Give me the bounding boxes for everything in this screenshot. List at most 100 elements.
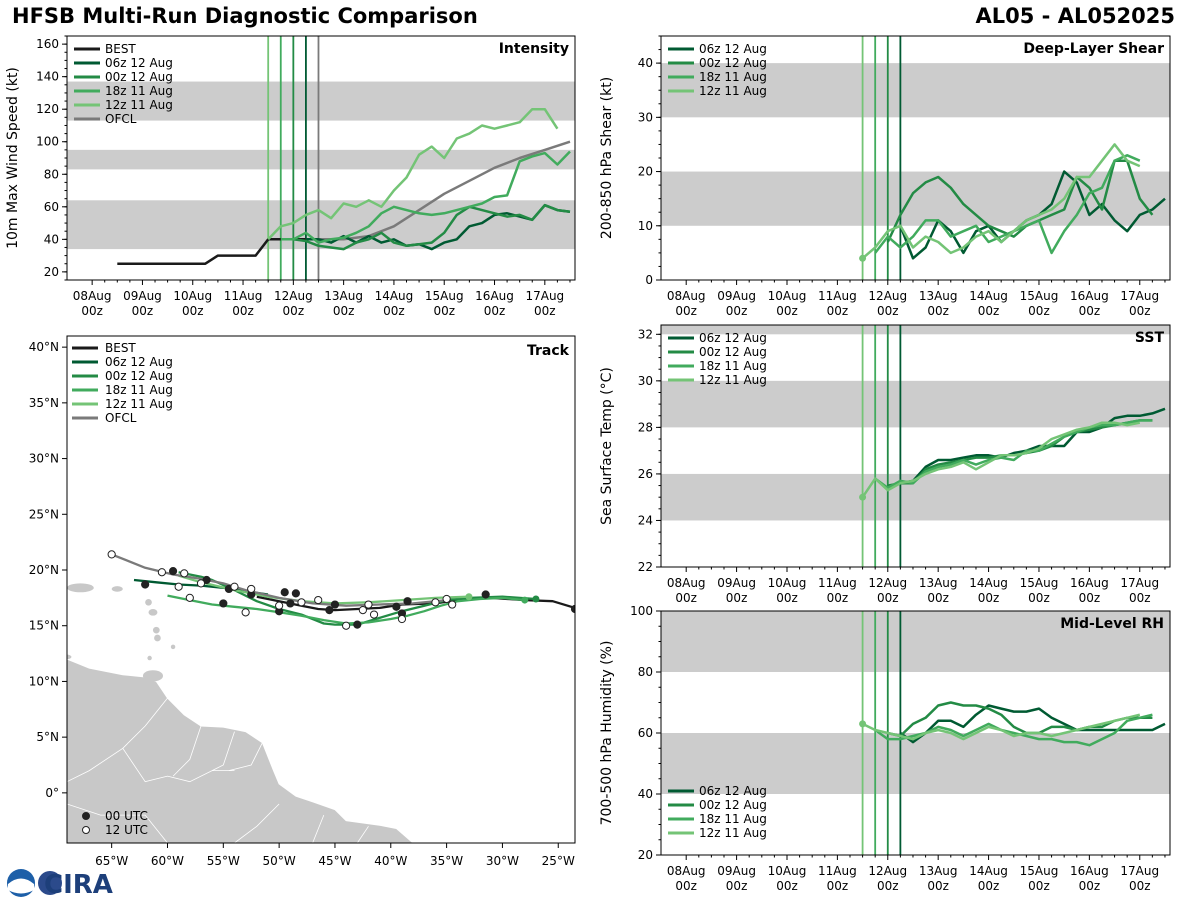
y-tick-label: 40 [638,56,653,70]
x-tick-hour: 00z [1079,304,1101,318]
x-tick-date: 14Aug [969,576,1008,590]
track-marker-00utc [280,588,289,597]
y-tick-label: 60 [638,726,653,740]
y-tick-label: 40 [44,232,59,246]
track-marker-00utc [353,620,362,629]
y-axis-label: 10m Max Wind Speed (kt) [5,67,21,249]
legend-label: 12z 11 Aug [105,98,173,112]
track-marker-00utc [403,597,412,606]
y-tick-label: 20 [638,848,653,862]
marker-legend-label: 12 UTC [105,823,148,837]
track-marker-12utc [397,614,407,624]
y-tick-label: 28 [638,420,653,434]
y-tick-label: 100 [630,604,653,618]
x-tick-date: 09Aug [123,289,162,303]
marker-legend-symbol [82,826,90,834]
x-tick-date: 11Aug [818,576,857,590]
legend-label: 18z 11 Aug [699,812,767,826]
series-start-point [859,254,867,262]
x-tick-label: 30°W [486,854,519,868]
island [170,644,176,650]
x-tick-date: 14Aug [375,289,414,303]
island [154,634,161,642]
x-tick-date: 10Aug [768,289,807,303]
marker-legend-symbol [82,812,90,820]
x-tick-date: 16Aug [1070,864,1109,878]
track-marker-12utc [448,600,457,609]
y-tick-label: 30 [638,110,653,124]
x-tick-date: 16Aug [1070,289,1109,303]
country-border [211,731,235,771]
x-tick-label: 60°W [151,854,184,868]
panel-intensity: 2040608010012014016008Aug00z09Aug00z10Au… [5,35,576,318]
track-marker-12utc [431,598,440,607]
panel-sst: 22242628303208Aug00z09Aug00z10Aug00z11Au… [599,324,1171,605]
track-marker-12utc [247,584,256,594]
x-tick-hour: 00z [776,304,798,318]
track-marker-12utc [230,582,239,591]
series-line-00z-12-aug [887,701,1153,738]
panel-title: Intensity [499,41,569,57]
x-tick-date: 11Aug [818,864,857,878]
island [111,586,123,592]
track-marker-00utc [291,589,300,598]
x-tick-hour: 00z [726,304,748,318]
y-axis-label: Sea Surface Temp (°C) [599,367,615,525]
legend-label: 00z 12 Aug [699,56,767,70]
island [67,654,72,660]
x-tick-hour: 00z [927,879,949,893]
x-tick-hour: 00z [484,304,506,318]
legend-label: 00z 12 Aug [699,345,767,359]
series-start-point [859,493,867,501]
x-tick-label: 45°W [318,854,351,868]
threshold-band [661,380,1170,428]
y-axis-label: 700-500 hPa Humidity (%) [599,641,615,826]
y-tick-label: 20°N [29,563,59,577]
country-border [234,803,280,843]
x-tick-date: 12Aug [274,289,313,303]
series-start-point [859,720,867,728]
legend-label: BEST [105,341,136,355]
marker-legend-label: 00 UTC [105,809,148,823]
y-tick-label: 160 [36,37,59,51]
x-tick-hour: 00z [283,304,305,318]
series-line-18z-11-aug [874,154,1141,255]
x-tick-hour: 00z [675,879,697,893]
track-start-point [521,596,529,604]
x-tick-hour: 00z [1028,879,1050,893]
x-tick-hour: 00z [232,304,254,318]
track-marker-12utc [369,610,379,619]
y-tick-label: 40 [638,787,653,801]
y-tick-label: 30 [638,374,653,388]
threshold-band [67,81,575,121]
y-tick-label: 35°N [29,396,59,410]
x-tick-date: 08Aug [667,576,706,590]
x-tick-date: 08Aug [667,864,706,878]
x-tick-hour: 00z [877,304,899,318]
y-tick-label: 140 [36,70,59,84]
threshold-band [661,171,1170,226]
track-marker-12utc [314,595,323,605]
country-border [228,742,263,771]
y-tick-label: 10 [638,219,653,233]
x-tick-date: 13Aug [919,576,958,590]
track-marker-12utc [196,579,206,588]
track-marker-00utc [286,599,295,608]
x-tick-label: 65°W [95,854,128,868]
island [147,655,152,661]
y-tick-label: 30°N [29,452,59,466]
track-marker-12utc [107,550,116,559]
track-marker-12utc [241,608,250,617]
island [142,670,164,682]
x-tick-hour: 00z [827,304,849,318]
x-tick-hour: 00z [182,304,204,318]
cira-logo: CIRA [7,869,113,900]
track-marker-00utc [481,590,490,599]
y-tick-label: 24 [638,513,653,527]
track-line-ofcl [111,553,447,607]
panel-title: Deep-Layer Shear [1023,41,1164,57]
legend-label: 00z 12 Aug [699,798,767,812]
country-border [67,803,168,843]
